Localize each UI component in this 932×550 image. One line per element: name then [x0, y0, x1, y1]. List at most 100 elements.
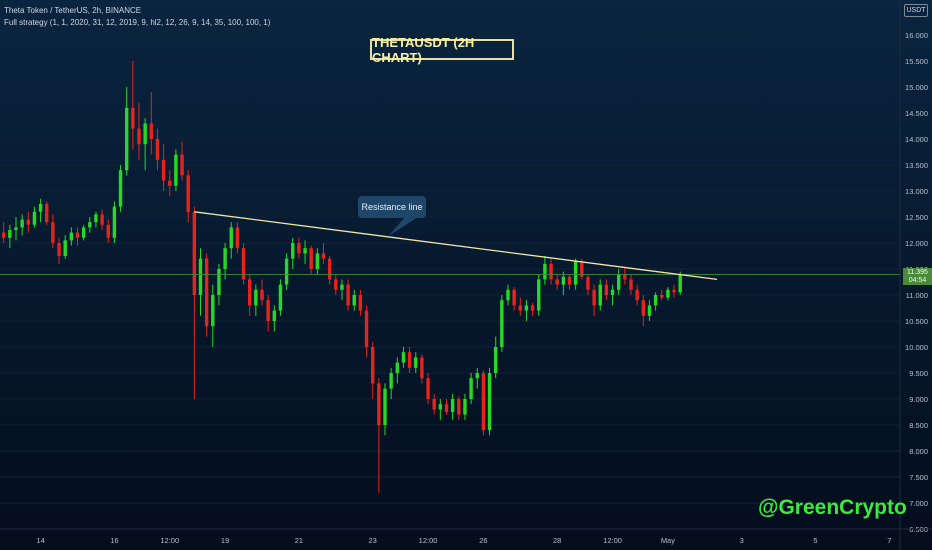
- candle-body: [444, 404, 449, 412]
- candle-body: [112, 206, 117, 238]
- candle-body: [481, 373, 486, 431]
- candle-body: [2, 232, 6, 238]
- candle: [63, 235, 67, 259]
- candle: [217, 263, 221, 306]
- x-tick-label: 28: [553, 536, 561, 545]
- candle-body: [500, 300, 504, 347]
- candle-body: [512, 289, 516, 306]
- candle: [678, 271, 682, 295]
- candle: [211, 284, 215, 347]
- symbol-line[interactable]: Theta Token / TetherUS, 2h, BINANCE: [4, 6, 142, 15]
- y-tick-label: 10.500: [905, 317, 928, 326]
- candle: [32, 206, 37, 228]
- candle-body: [88, 222, 92, 228]
- candle-body: [45, 204, 49, 223]
- candle: [57, 237, 61, 264]
- candle-body: [438, 404, 443, 410]
- candle: [69, 227, 74, 246]
- candle: [155, 128, 160, 171]
- candle: [635, 284, 639, 306]
- candle: [371, 341, 375, 399]
- candle-body: [567, 276, 572, 285]
- candle-body: [377, 383, 381, 425]
- candle: [432, 393, 436, 415]
- candle-body: [573, 261, 578, 285]
- candle-body: [450, 399, 455, 412]
- candle: [506, 284, 510, 306]
- candle: [549, 258, 553, 285]
- candle-body: [186, 175, 190, 212]
- candle: [487, 367, 492, 436]
- candle: [537, 274, 541, 316]
- candle: [198, 248, 203, 316]
- y-tick-label: 7.500: [909, 473, 928, 482]
- candle: [530, 302, 535, 316]
- candle-body: [8, 230, 12, 238]
- candle: [641, 295, 645, 327]
- candle-body: [346, 284, 350, 306]
- candle-body: [635, 289, 639, 301]
- y-tick-label: 14.500: [905, 109, 928, 118]
- candle: [457, 396, 461, 420]
- candle-body: [518, 305, 522, 311]
- candle: [223, 243, 227, 280]
- candle: [647, 300, 652, 321]
- strategy-line[interactable]: Full strategy (1, 1, 2020, 31, 12, 2019,…: [4, 18, 271, 27]
- candle: [481, 370, 486, 436]
- quote-currency-badge[interactable]: USDT: [904, 4, 928, 17]
- candle-body: [198, 258, 203, 295]
- candle-body: [420, 357, 424, 379]
- x-tick-label: 12:00: [603, 536, 622, 545]
- candle: [426, 373, 430, 405]
- candle-body: [161, 159, 166, 181]
- candle-body: [272, 310, 276, 321]
- candle-body: [14, 227, 18, 230]
- candle-body: [666, 289, 670, 298]
- chart-title: THETAUSDT (2H CHART): [370, 35, 514, 65]
- y-tick-label: 15.500: [905, 57, 928, 66]
- candle-body: [137, 128, 141, 145]
- candle: [444, 399, 449, 415]
- candle-body: [598, 284, 602, 306]
- candle: [672, 284, 676, 298]
- candle: [358, 289, 363, 316]
- candle: [610, 284, 615, 306]
- candle-body: [537, 279, 541, 311]
- candle: [389, 367, 393, 399]
- candle-body: [580, 261, 584, 277]
- candle-body: [315, 253, 320, 269]
- candle: [125, 87, 129, 176]
- candle: [346, 279, 350, 311]
- candle-body: [94, 214, 98, 223]
- candle-body: [100, 214, 104, 225]
- candle: [666, 287, 670, 301]
- candle: [260, 279, 264, 306]
- y-tick-label: 10.000: [905, 343, 928, 352]
- candle-body: [592, 289, 596, 306]
- candle-body: [32, 211, 37, 225]
- candle-body: [20, 219, 24, 228]
- candle-body: [395, 362, 399, 373]
- candle: [8, 224, 12, 249]
- time-axis[interactable]: 14 16 12:00 19 21 23 12:00 26 28 12:00 May 3 5 7: [0, 528, 932, 545]
- candle: [321, 243, 326, 264]
- candle: [106, 219, 110, 243]
- x-tick-label: 12:00: [160, 536, 179, 545]
- candle: [364, 305, 369, 358]
- candle-body: [266, 300, 270, 321]
- candle: [592, 284, 596, 316]
- candle-body: [647, 305, 652, 316]
- candle: [543, 256, 547, 285]
- candle-body: [494, 347, 498, 373]
- candle-body: [204, 258, 209, 327]
- candle: [303, 240, 307, 264]
- candle-body: [610, 289, 615, 295]
- candle: [272, 305, 276, 332]
- candle: [500, 295, 504, 353]
- candle-body: [426, 378, 430, 399]
- y-tick-label: 12.500: [905, 213, 928, 222]
- y-tick-label: 13.000: [905, 187, 928, 196]
- y-tick-label: 15.000: [905, 83, 928, 92]
